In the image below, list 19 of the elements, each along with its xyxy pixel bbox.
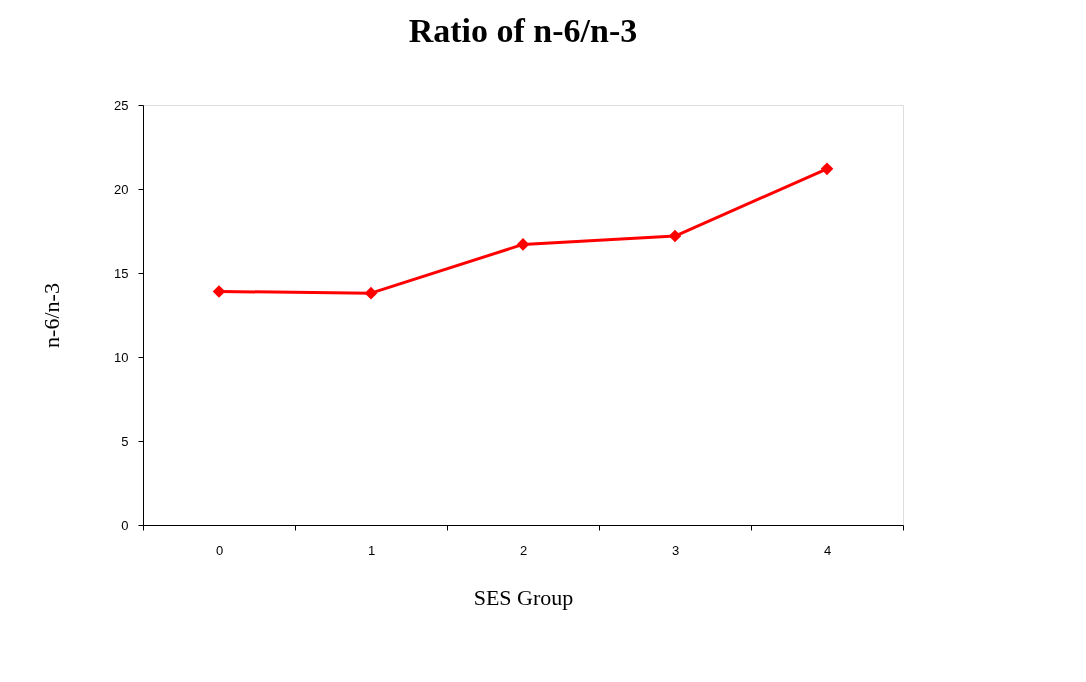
- point: [820, 162, 834, 176]
- y-tick-label: 10: [114, 349, 129, 365]
- x-axis-title: SES Group: [473, 584, 574, 610]
- y-tick-label: 25: [114, 97, 129, 113]
- y-tick-label: 0: [121, 517, 129, 533]
- chart-title: Ratio of n-6/n-3: [408, 12, 638, 49]
- x-tick-label: 2: [519, 542, 528, 558]
- point: [516, 238, 530, 251]
- point: [364, 286, 378, 300]
- point: [668, 229, 682, 243]
- y-axis-title: n-6/n-3: [39, 283, 65, 348]
- y-tick-label: 15: [114, 265, 129, 281]
- x-tick-label: 3: [671, 542, 680, 558]
- x-tick-label: 1: [367, 542, 376, 558]
- x-tick-label: 0: [215, 542, 224, 558]
- y-tick-label: 5: [121, 433, 129, 449]
- point: [212, 285, 226, 298]
- x-tick-label: 4: [823, 542, 832, 558]
- y-tick-label: 20: [114, 181, 129, 197]
